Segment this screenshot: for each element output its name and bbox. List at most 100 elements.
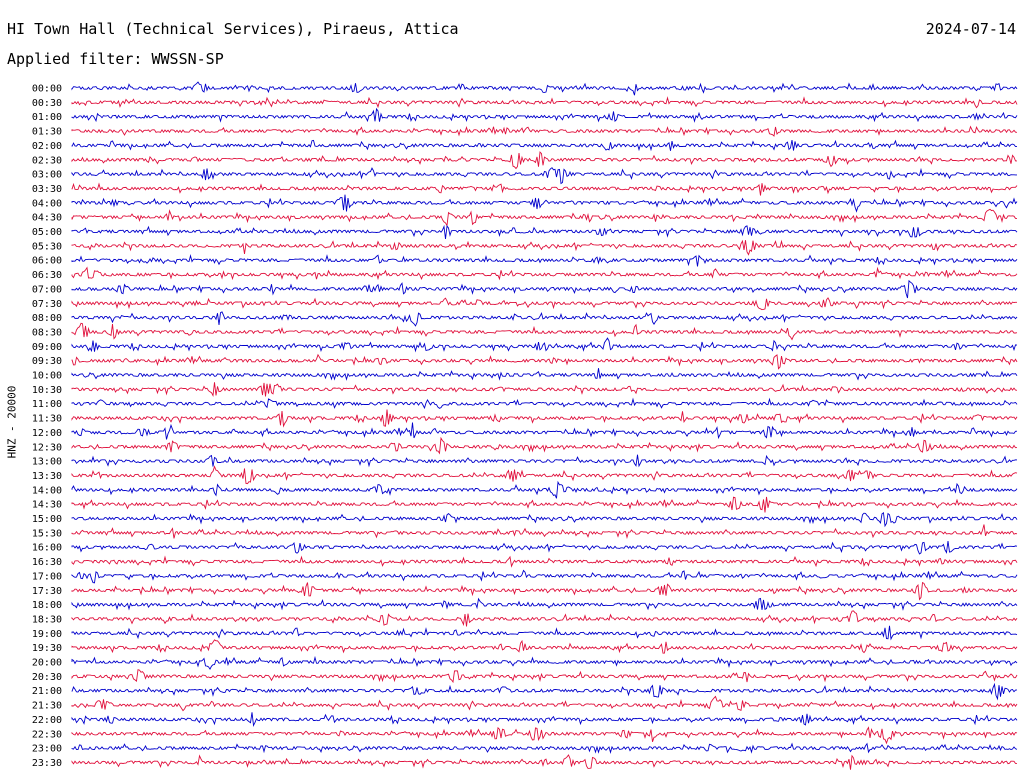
trace-line — [71, 639, 1018, 654]
trace-line — [71, 436, 1018, 455]
row-time-label: 05:00 — [32, 227, 62, 238]
trace-line — [71, 597, 1018, 611]
trace-line — [71, 208, 1017, 228]
trace-line — [71, 511, 1018, 528]
row-time-label: 15:00 — [32, 514, 62, 525]
trace-line — [71, 125, 1018, 137]
trace-line — [71, 194, 1018, 213]
row-time-label: 22:00 — [32, 715, 62, 726]
row-time-label: 07:30 — [32, 299, 62, 310]
trace-line — [71, 151, 1017, 170]
row-time-label: 08:30 — [32, 327, 62, 338]
row-time-label: 12:00 — [32, 428, 62, 439]
row-time-label: 19:30 — [32, 643, 62, 654]
trace-line — [71, 581, 1018, 601]
trace-line — [71, 540, 1018, 555]
row-time-label: 20:30 — [32, 672, 62, 683]
row-time-label: 23:00 — [32, 744, 62, 755]
trace-line — [71, 81, 1018, 96]
row-time-label: 06:00 — [32, 256, 62, 267]
trace-line — [71, 422, 1018, 440]
row-time-label: 21:00 — [32, 686, 62, 697]
trace-line — [71, 266, 1018, 281]
row-time-label: 15:30 — [32, 528, 62, 539]
trace-line — [71, 682, 1018, 701]
row-time-label: 11:30 — [32, 414, 62, 425]
trace-line — [71, 337, 1018, 353]
filter-label: Applied filter: WWSSN-SP — [7, 50, 224, 68]
row-time-label: 09:30 — [32, 356, 62, 367]
row-time-label: 23:30 — [32, 758, 62, 769]
row-time-label: 21:30 — [32, 701, 62, 712]
trace-line — [71, 182, 1018, 196]
row-time-label: 17:00 — [32, 571, 62, 582]
trace-line — [71, 368, 1018, 381]
row-time-label: 02:30 — [32, 155, 62, 166]
trace-line — [71, 239, 1018, 256]
row-time-label: 07:00 — [32, 284, 62, 295]
trace-line — [71, 454, 1018, 468]
row-time-label: 00:30 — [32, 98, 62, 109]
row-time-label: 10:00 — [32, 371, 62, 382]
station-title: HI Town Hall (Technical Services), Pirae… — [7, 20, 459, 38]
trace-line — [71, 712, 1018, 727]
row-time-label: 18:30 — [32, 614, 62, 625]
trace-line — [71, 695, 1018, 712]
row-time-label: 03:30 — [32, 184, 62, 195]
trace-line — [71, 224, 1018, 240]
row-time-label: 18:00 — [32, 600, 62, 611]
row-time-label: 16:30 — [32, 557, 62, 568]
row-time-label: 13:30 — [32, 471, 62, 482]
row-time-label: 05:30 — [32, 241, 62, 252]
row-time-label: 10:30 — [32, 385, 62, 396]
trace-line — [71, 496, 1018, 513]
trace-line — [71, 555, 1018, 568]
trace-line — [71, 465, 1018, 485]
row-time-label: 08:00 — [32, 313, 62, 324]
row-time-label: 12:30 — [32, 442, 62, 453]
trace-line — [71, 480, 1018, 499]
trace-line — [71, 311, 1018, 327]
row-time-label: 19:00 — [32, 629, 62, 640]
row-time-label: 01:00 — [32, 112, 62, 123]
row-time-label: 00:00 — [32, 84, 62, 95]
trace-line — [71, 569, 1018, 584]
trace-line — [71, 669, 1018, 684]
row-time-label: 20:00 — [32, 658, 62, 669]
trace-line — [71, 625, 1018, 641]
trace-line — [71, 322, 1018, 341]
trace-line — [71, 524, 1018, 540]
trace-line — [71, 382, 1018, 397]
row-time-label: 16:00 — [32, 543, 62, 554]
trace-line — [71, 397, 1018, 410]
row-time-label: 09:00 — [32, 342, 62, 353]
trace-line — [71, 610, 1018, 627]
row-time-label: 06:30 — [32, 270, 62, 281]
trace-line — [71, 754, 1018, 770]
trace-line — [71, 297, 1017, 311]
row-time-label: 14:00 — [32, 485, 62, 496]
trace-line — [71, 409, 1018, 428]
row-time-label: 22:30 — [32, 729, 62, 740]
trace-line — [71, 96, 1018, 109]
row-time-label: 03:00 — [32, 170, 62, 181]
row-time-label: 02:00 — [32, 141, 62, 152]
row-time-label: 13:00 — [32, 457, 62, 468]
date-label: 2024-07-14 — [925, 20, 1016, 38]
row-time-label: 17:30 — [32, 586, 62, 597]
trace-line — [71, 726, 1018, 745]
row-time-label: 04:30 — [32, 213, 62, 224]
trace-line — [71, 279, 1018, 299]
trace-line — [71, 167, 1017, 185]
trace-line — [71, 353, 1018, 370]
trace-line — [71, 742, 1018, 754]
row-time-label: 04:00 — [32, 198, 62, 209]
row-time-label: 01:30 — [32, 127, 62, 138]
trace-line — [71, 139, 1017, 152]
trace-line — [71, 655, 1018, 670]
trace-line — [71, 107, 1018, 123]
trace-line — [71, 254, 1018, 267]
row-time-label: 11:00 — [32, 399, 62, 410]
row-time-label: 14:30 — [32, 500, 62, 511]
